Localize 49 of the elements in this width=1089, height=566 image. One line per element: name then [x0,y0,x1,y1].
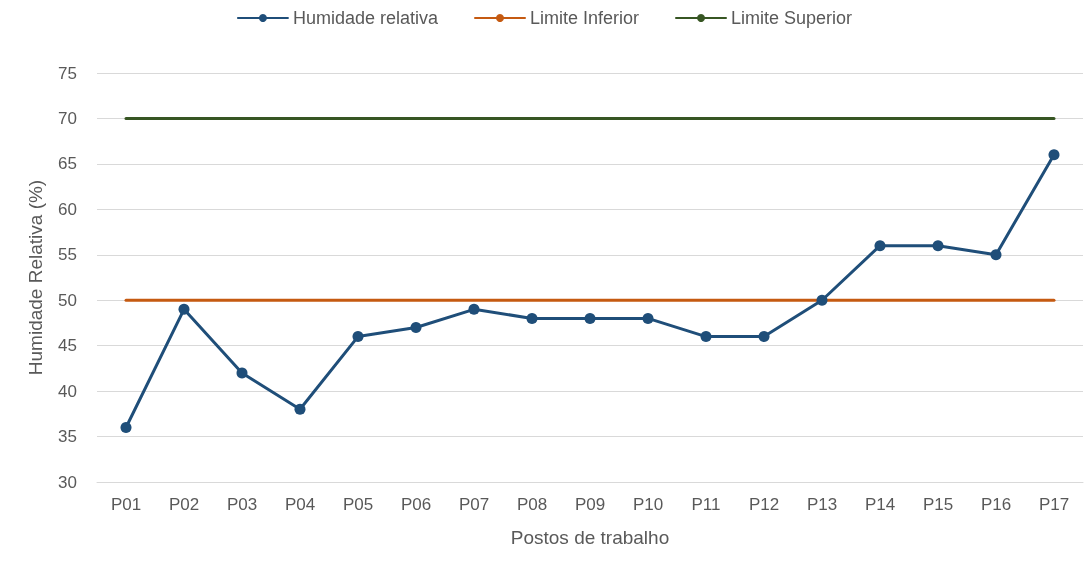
point [294,403,306,415]
point [352,331,364,343]
point [990,249,1002,261]
x-tick-label: P13 [806,495,838,514]
x-tick-label: P14 [864,495,896,514]
point [526,312,538,324]
legend-label: Humidade relativa [292,8,439,28]
point [932,240,944,252]
legend-label: Limite Inferior [529,8,640,28]
y-axis-title: Humidade Relativa (%) [25,179,46,376]
x-tick-label: P11 [691,495,721,514]
x-tick-label: P08 [516,495,548,514]
point [120,421,132,433]
x-axis-title: Postos de trabalho [510,527,670,548]
x-tick-label: P12 [748,495,780,514]
x-tick-label: P01 [110,495,142,514]
point [874,240,886,252]
y-tick-label: 40 [58,381,77,401]
y-tick-label: 35 [58,427,77,447]
y-tick-label: 55 [58,245,77,265]
point [584,312,596,324]
x-tick-label: P04 [284,495,316,514]
y-tick-label: 70 [58,108,77,128]
legend-label: Limite Superior [731,8,853,28]
x-tick-label: P03 [226,495,258,514]
y-tick-label: 30 [58,472,77,492]
point [1048,149,1060,161]
point [468,303,480,315]
point [642,312,654,324]
y-tick-label: 60 [58,199,77,219]
point [816,294,828,306]
y-tick-label: 75 [58,63,77,83]
x-tick-label: P06 [400,495,432,514]
x-tick-label: P15 [922,495,954,514]
x-tick-label: P10 [632,495,664,514]
x-tick-label: P09 [574,495,606,514]
y-tick-label: 65 [58,154,77,174]
point [700,331,712,343]
point [236,367,248,379]
x-tick-label: P02 [168,495,200,514]
y-tick-label: 45 [58,336,77,356]
x-tick-label: P16 [980,495,1012,514]
point [410,321,422,333]
x-tick-label: P17 [1038,495,1070,514]
x-tick-label: P05 [342,495,374,514]
x-tick-label: P07 [458,495,490,514]
point [758,331,770,343]
point [178,303,190,315]
y-tick-label: 50 [58,290,77,310]
